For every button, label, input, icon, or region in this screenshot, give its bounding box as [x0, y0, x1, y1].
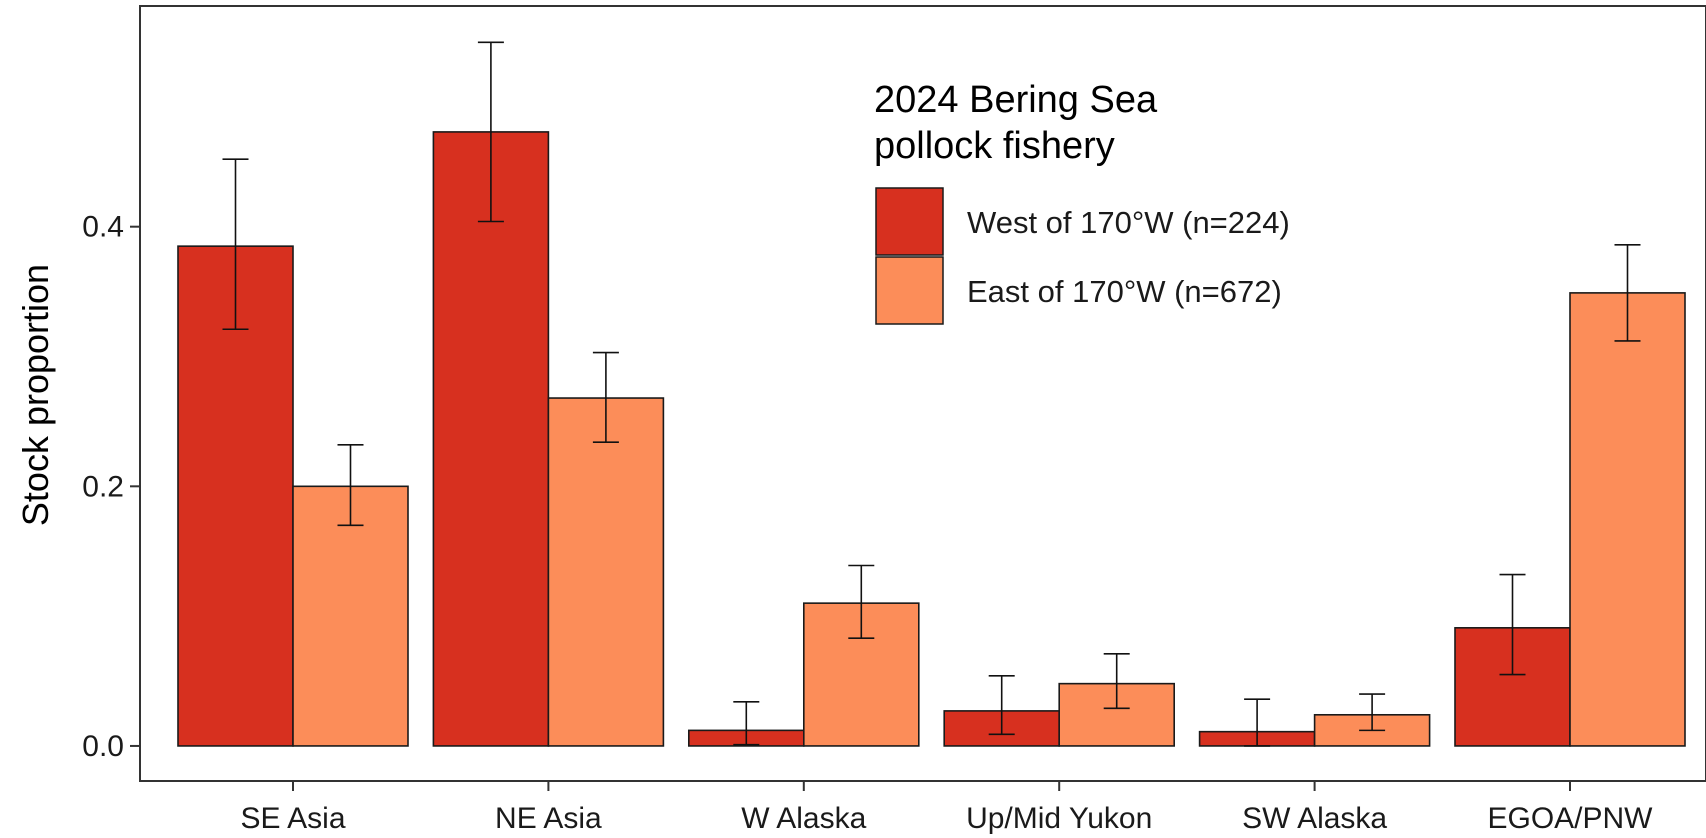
y-axis: 0.0 0.2 0.4 — [82, 211, 140, 763]
errorbar-west-2 — [733, 701, 760, 746]
legend-swatch-west — [875, 187, 944, 256]
errorbar-east-3 — [1103, 652, 1130, 710]
errorbar-east-4 — [1359, 693, 1386, 732]
x-axis: SE Asia NE Asia W Alaska Up/Mid Yukon SW Ala… — [240, 781, 1653, 835]
legend-swatch-east — [875, 256, 944, 325]
bar-west-1 — [432, 131, 550, 747]
bar-east-5 — [1569, 292, 1686, 747]
errorbar-east-0 — [337, 443, 364, 527]
errorbar-west-0 — [222, 158, 249, 331]
errorbar-west-4 — [1244, 698, 1271, 747]
legend-label-west: West of 170°W (n=224) — [967, 205, 1290, 240]
x-tick-label: NE Asia — [495, 802, 602, 835]
x-tick-label: W Alaska — [741, 802, 866, 835]
errorbar-east-2 — [848, 564, 875, 640]
errorbar-east-1 — [592, 351, 619, 443]
y-tick-label: 0.0 — [82, 730, 124, 763]
legend: 2024 Bering Sea pollock fishery West of … — [874, 79, 1290, 325]
y-axis-title: Stock proportion — [15, 264, 56, 526]
errorbar-west-3 — [988, 675, 1015, 736]
errorbar-west-1 — [477, 41, 504, 223]
legend-title-line-2: pollock fishery — [874, 125, 1115, 167]
legend-title-line-1: 2024 Bering Sea — [874, 79, 1158, 121]
x-tick-label: SW Alaska — [1242, 802, 1387, 835]
legend-label-east: East of 170°W (n=672) — [967, 274, 1282, 309]
errorbar-east-5 — [1614, 244, 1641, 342]
bar-east-1 — [547, 397, 665, 747]
x-tick-label: Up/Mid Yukon — [966, 802, 1152, 835]
error-bars-layer — [222, 41, 1641, 747]
x-tick-label: EGOA/PNW — [1487, 802, 1653, 835]
y-tick-label: 0.2 — [82, 470, 124, 503]
y-tick-label: 0.4 — [82, 211, 124, 244]
errorbar-west-5 — [1499, 573, 1526, 676]
bar-east-0 — [292, 485, 409, 747]
x-tick-label: SE Asia — [240, 802, 345, 835]
panel-border — [139, 5, 1706, 782]
